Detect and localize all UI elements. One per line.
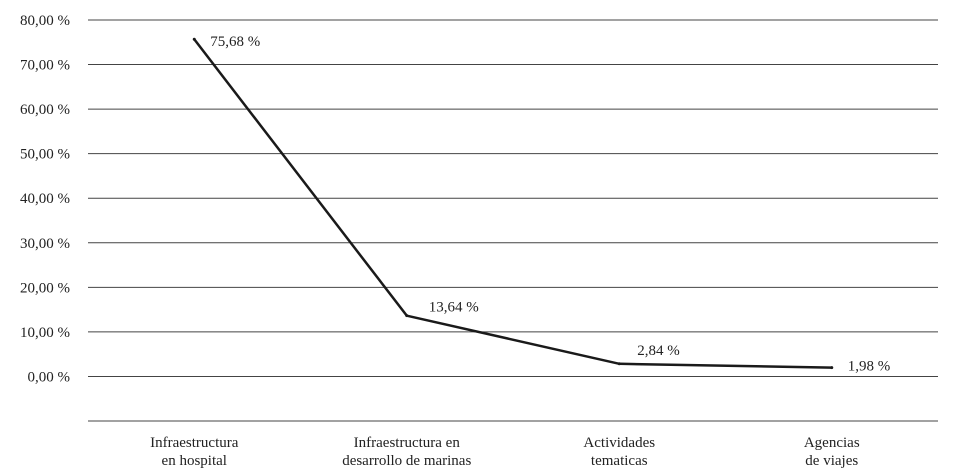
y-tick-label: 60,00 % [20,102,70,118]
y-tick-label: 20,00 % [20,280,70,296]
y-tick-label: 40,00 % [20,191,70,207]
y-tick-label: 70,00 % [20,58,70,74]
x-category-label-line: desarrollo de marinas [342,453,471,469]
y-axis-tick-labels: 0,00 % 10,00 % 20,00 % 30,00 % 40,00 % 50,00 … [20,13,70,385]
x-axis-category-labels: Infraestructura en hospitalInfraestructur… [150,435,860,469]
series-line-group [192,37,834,370]
gridlines [88,19,938,422]
data-label: 13,64 % [429,300,479,316]
y-tick-label: 10,00 % [20,325,70,341]
data-labels: 75,68 % 13,64 % 2,84 % 1,98 % [210,34,890,374]
y-tick-label: 30,00 % [20,236,70,252]
x-category-label: Actividades tematicas [583,435,655,469]
y-tick-label: 80,00 % [20,13,70,29]
x-category-label: Infraestructura en hospital [150,435,239,469]
x-category-label-line: tematicas [591,453,648,469]
x-category-label-line: Actividades [583,435,655,451]
x-category-label-line: de viajes [805,453,858,469]
data-label: 1,98 % [848,359,891,375]
x-category-label-line: en hospital [162,453,227,469]
data-label: 2,84 % [637,343,680,359]
y-tick-label: 50,00 % [20,147,70,163]
series-line [193,38,832,369]
data-label: 75,68 % [210,34,260,50]
x-category-label-line: Agencias [804,435,860,451]
x-category-label: Agencias de viajes [804,435,860,469]
data-point [617,362,621,366]
x-category-label-line: Infraestructura [150,435,239,451]
x-category-label: Infraestructura en desarrollo de marinas [342,435,471,469]
y-tick-label: 0,00 % [28,369,71,385]
data-point [830,366,834,370]
data-point [192,37,196,41]
data-point [405,314,409,318]
x-category-label-line: Infraestructura en [354,435,461,451]
